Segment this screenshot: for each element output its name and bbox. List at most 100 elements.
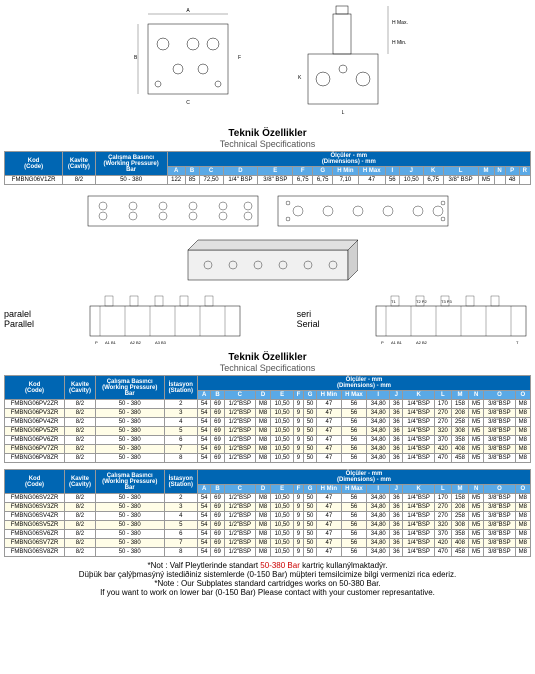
cell: 34,80	[367, 521, 390, 530]
col-I: I	[367, 391, 390, 400]
cell: 69	[211, 445, 224, 454]
spec-table-1: Kod(Code) Kavite(Cavity) Çalışma Basıncı…	[4, 151, 531, 185]
hdr-pressure: Çalışma Basıncı(Working Pressure)Bar	[95, 152, 167, 176]
cell: 69	[211, 494, 224, 503]
cell: 1/4"BSP	[403, 400, 434, 409]
drawing-side-view: H Max. H Min. L K	[278, 4, 408, 119]
col-G: G	[303, 391, 316, 400]
col-F: F	[294, 485, 304, 494]
cell: 54	[198, 445, 211, 454]
cell: 34,80	[367, 539, 390, 548]
cell: 10,50	[271, 409, 294, 418]
cell: 85	[185, 176, 199, 185]
cell: 2	[164, 400, 197, 409]
hdr-kavite: Kavite(Cavity)	[63, 152, 95, 176]
cell: 54	[198, 427, 211, 436]
col-K: K	[403, 391, 434, 400]
cell: FMBNG06SV2ZR	[5, 494, 65, 503]
cell: 9	[294, 400, 304, 409]
cell: M8	[255, 445, 270, 454]
t2-pr: Çalışma Basıncı(Working Pressure)Bar	[95, 376, 164, 400]
cell: 34,80	[367, 548, 390, 557]
cell: 3/8"BSP	[484, 427, 515, 436]
t3-st: İstasyon(Station)	[164, 470, 197, 494]
cell: 54	[198, 454, 211, 463]
cell: 50	[303, 503, 316, 512]
svg-text:A1 B1: A1 B1	[105, 340, 117, 345]
cell: 7	[164, 445, 197, 454]
cell: 69	[211, 400, 224, 409]
cell: 56	[341, 539, 367, 548]
cell: 9	[294, 445, 304, 454]
cell: 3/8"BSP	[484, 548, 515, 557]
cell: 1/4"BSP	[403, 503, 434, 512]
col-K: K	[423, 167, 443, 176]
cell: M5	[478, 176, 494, 185]
cell: M8	[515, 409, 530, 418]
cell: 48	[505, 176, 519, 185]
cell: 1/4"BSP	[403, 418, 434, 427]
cell: 358	[451, 530, 468, 539]
cell: 3/8"BSP	[484, 530, 515, 539]
cell: 47	[317, 418, 341, 427]
t3-kav: Kavite(Cavity)	[65, 470, 96, 494]
cell: 50 - 380	[95, 539, 164, 548]
col-J: J	[390, 485, 403, 494]
cell: 50 - 380	[95, 436, 164, 445]
cell: 1/4"BSP	[403, 445, 434, 454]
cell: 1/2"BSP	[224, 494, 255, 503]
cell: 8	[164, 548, 197, 557]
note-red: 50-380 Bar	[260, 561, 300, 570]
cell: 69	[211, 427, 224, 436]
cell: M5	[469, 548, 484, 557]
cell: 3	[164, 409, 197, 418]
svg-text:A2 B2: A2 B2	[130, 340, 142, 345]
cell: 69	[211, 512, 224, 521]
cell: M5	[469, 427, 484, 436]
cell: 270	[434, 409, 451, 418]
cell: 8/2	[65, 454, 96, 463]
cell: 36	[390, 427, 403, 436]
cell: 56	[341, 445, 367, 454]
col-L: L	[443, 167, 478, 176]
cell: 6	[164, 530, 197, 539]
cell: 36	[390, 418, 403, 427]
cell: 50 - 380	[95, 454, 164, 463]
cell: 10,50	[271, 521, 294, 530]
cell: 47	[317, 530, 341, 539]
cell: 420	[434, 445, 451, 454]
t2-kav: Kavite(Cavity)	[65, 376, 96, 400]
cell: 54	[198, 418, 211, 427]
col-M: M	[451, 485, 468, 494]
cell: FMBNG06PV7ZR	[5, 445, 65, 454]
hdr-dims: Ölçüler - mm(Dimensions) - mm	[167, 152, 530, 167]
col-E: E	[271, 391, 294, 400]
svg-text:K: K	[298, 75, 302, 81]
cell: 56	[341, 512, 367, 521]
cell: 1/4"BSP	[403, 436, 434, 445]
cell: 10,50	[271, 436, 294, 445]
cell: 3/8"BSP	[484, 436, 515, 445]
cell: 8/2	[63, 176, 95, 185]
cell: 8	[164, 454, 197, 463]
cell: 56	[341, 400, 367, 409]
svg-text:H Max.: H Max.	[392, 20, 408, 26]
cell: M8	[255, 400, 270, 409]
cell: 69	[211, 436, 224, 445]
lower-drawings: paralel Parallel P A1 B1 A2 B2 A3 B3 ser…	[4, 291, 531, 346]
col-O: O	[484, 391, 515, 400]
svg-text:P: P	[381, 340, 384, 345]
cell: 47	[317, 512, 341, 521]
cell: M8	[515, 454, 530, 463]
col-N: N	[469, 485, 484, 494]
cell: 3/8"BSP	[484, 400, 515, 409]
cell: 1/4"BSP	[403, 512, 434, 521]
cell: 170	[434, 400, 451, 409]
cell: 208	[451, 409, 468, 418]
cell: M8	[515, 436, 530, 445]
cell: 10,50	[271, 530, 294, 539]
cell: 1/4"BSP	[403, 548, 434, 557]
col-H Max: H Max	[358, 167, 385, 176]
cell: 9	[294, 454, 304, 463]
col-D: D	[223, 167, 258, 176]
